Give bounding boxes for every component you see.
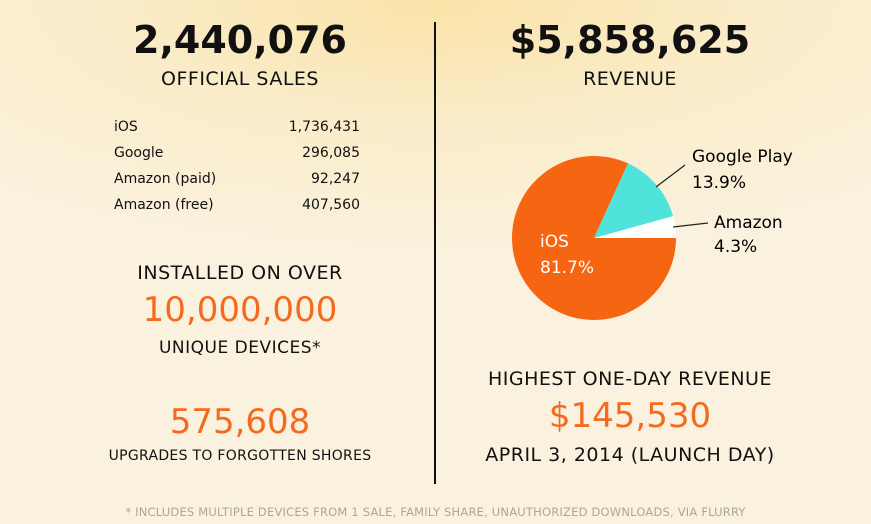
highest-label: HIGHEST ONE-DAY REVENUE [488, 368, 772, 390]
platform-name: iOS [114, 119, 138, 135]
devices-label: UNIQUE DEVICES* [158, 338, 322, 358]
breakdown-row: Amazon (paid) 92,247 [114, 166, 360, 192]
sales-total: 2,440,076 [133, 18, 347, 62]
platform-name: Google [114, 145, 164, 161]
highest-value: $145,530 [548, 396, 712, 436]
platform-sales: 407,560 [302, 197, 360, 213]
platform-sales: 1,736,431 [288, 119, 360, 135]
amazon-pct: 4.3% [714, 237, 757, 257]
platform-sales: 92,247 [311, 171, 360, 187]
installed-label: INSTALLED ON OVER [137, 262, 343, 284]
highest-date: APRIL 3, 2014 (LAUNCH DAY) [485, 444, 775, 466]
revenue-label: REVENUE [583, 68, 677, 90]
amazon-leader-line [672, 222, 709, 228]
breakdown-row: Amazon (free) 407,560 [114, 192, 360, 218]
column-divider [434, 22, 436, 484]
sales-breakdown-table: iOS 1,736,431 Google 296,085 Amazon (paid) 92… [114, 114, 360, 218]
amazon-label: Amazon [714, 213, 783, 233]
google-leader-line [655, 164, 686, 188]
pie-slice-google-play [594, 163, 674, 238]
google-label: Google Play [692, 147, 793, 167]
pie-slice-ios [512, 156, 676, 320]
installed-value: 10,000,000 [142, 290, 338, 330]
platform-name: Amazon (paid) [114, 171, 217, 187]
platform-name: Amazon (free) [114, 197, 214, 213]
revenue-pie-chart: Google Play 13.9% Amazon 4.3% iOS 81.7% [512, 147, 793, 320]
google-pct: 13.9% [692, 173, 746, 193]
sales-label: OFFICIAL SALES [161, 68, 319, 90]
footnote: * INCLUDES MULTIPLE DEVICES FROM 1 SALE,… [125, 505, 746, 519]
upgrades-value: 575,608 [169, 402, 311, 442]
platform-sales: 296,085 [302, 145, 360, 161]
pie-slice-amazon [594, 216, 676, 238]
breakdown-row: iOS 1,736,431 [114, 114, 360, 140]
upgrades-label: UPGRADES TO FORGOTTEN SHORES [108, 448, 372, 464]
revenue-total: $5,858,625 [509, 18, 751, 62]
ios-label: iOS [540, 232, 569, 252]
breakdown-row: Google 296,085 [114, 140, 360, 166]
ios-pct: 81.7% [540, 258, 594, 278]
